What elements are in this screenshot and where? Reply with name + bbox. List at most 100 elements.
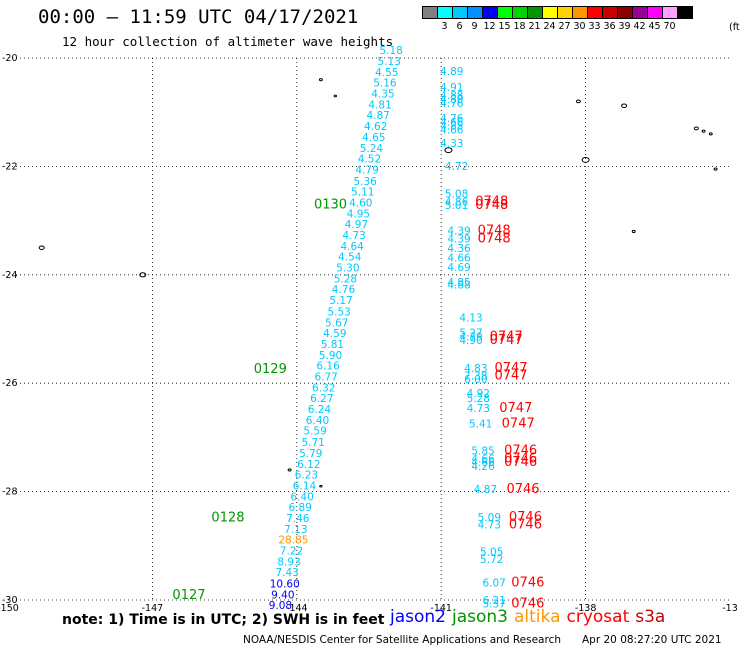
swh-value-right-track: 5.41 — [469, 419, 492, 431]
satellite-altika: altika — [514, 607, 561, 627]
swh-value-right-track: 4.66 — [440, 117, 464, 129]
time-label-right-track: 0748 — [478, 231, 511, 246]
swh-value-left-track: 4.35 — [371, 89, 394, 101]
legend-label: 12 — [483, 21, 496, 32]
swh-value-right-track: 4.80 — [440, 94, 463, 106]
swh-value-left-track: 5.16 — [373, 78, 397, 90]
swh-value-left-track: 6.12 — [297, 459, 320, 471]
swh-value-left-track: 7.13 — [284, 524, 307, 536]
island-outline — [581, 156, 590, 163]
swh-value-right-track: 4.39 — [447, 226, 470, 238]
swh-value-left-track: 6.24 — [308, 404, 332, 416]
time-label-right-track: 0746 — [504, 444, 537, 459]
swh-value-right-track: 4.88 — [440, 90, 463, 102]
swh-value-left-track: 4.73 — [342, 230, 365, 242]
swh-value-right-track: 5.08 — [445, 188, 468, 200]
swh-value-right-track: 4.83 — [464, 363, 487, 375]
swh-value-right-track: 4.86 — [445, 196, 469, 208]
time-label-right-track: 0747 — [494, 361, 527, 376]
swh-value-left-track: 6.77 — [314, 371, 337, 383]
time-label-left-track: 0127 — [172, 588, 205, 603]
lon-tick-label: -141 — [430, 603, 452, 614]
swh-value-right-track: 5.28 — [467, 393, 490, 405]
swh-value-left-track: 4.55 — [375, 67, 398, 79]
swh-value-left-track: 5.28 — [334, 273, 357, 285]
legend-labels: 3 6 9 12 15 18 21 24 27 30 33 36 39 42 45 70 — [422, 19, 692, 33]
legend-label: 39 — [618, 21, 631, 32]
island-outline — [444, 147, 453, 154]
swh-value-left-track: 5.11 — [351, 187, 374, 199]
satellite-jason2: jason2 — [390, 607, 446, 627]
swh-value-right-track: 4.66 — [471, 457, 495, 469]
time-label-right-track: 0746 — [506, 482, 539, 497]
island-outline — [333, 94, 338, 98]
legend-label: 6 — [456, 21, 463, 32]
lat-tick-label: -20 — [2, 53, 18, 64]
swh-value-left-track: 5.30 — [336, 263, 359, 275]
island-outline — [575, 99, 581, 104]
swh-value-left-track: 4.62 — [364, 121, 387, 133]
swh-value-right-track: 5.37 — [482, 599, 505, 611]
lat-tick-label: -30 — [2, 595, 18, 606]
generated-time: Apr 20 08:27:20 UTC 2021 — [582, 634, 722, 646]
swh-value-left-track: 7.43 — [275, 567, 298, 579]
swh-value-right-track: 4.79 — [459, 331, 482, 343]
swh-value-left-track: 5.71 — [301, 437, 324, 449]
swh-value-right-track: 5.85 — [471, 446, 494, 458]
lat-tick-label: -26 — [2, 378, 18, 389]
swh-value-right-track: 4.87 — [474, 484, 497, 496]
time-label-right-track: 0746 — [504, 451, 537, 466]
swh-value-right-track: 4.13 — [459, 312, 482, 324]
swh-value-left-track: 4.76 — [332, 284, 356, 296]
time-label-right-track: 0747 — [502, 417, 535, 432]
swh-value-left-track: 4.60 — [349, 198, 372, 210]
swh-value-right-track: 4.89 — [440, 66, 463, 78]
time-label-right-track: 0746 — [509, 517, 542, 532]
lat-tick-label: -22 — [2, 161, 18, 172]
time-label-right-track: 0747 — [494, 368, 527, 383]
satellite-s3a: s3a — [635, 607, 666, 627]
swh-value-right-track: 4.73 — [478, 519, 501, 531]
island-outline — [287, 468, 292, 472]
swh-value-left-track: 5.59 — [303, 426, 326, 438]
swh-value-right-track: 4.90 — [459, 335, 482, 347]
time-label-right-track: 0746 — [509, 510, 542, 525]
lon-tick-label: -144 — [286, 603, 308, 614]
swh-value-left-track: 4.65 — [362, 132, 385, 144]
swh-value-right-track: 4.66 — [447, 252, 471, 264]
lon-tick-label: -147 — [142, 603, 164, 614]
island-outline — [139, 272, 147, 278]
swh-value-right-track: 4.26 — [471, 461, 495, 473]
swh-value-left-track: 6.27 — [310, 393, 333, 405]
legend-label: 15 — [498, 21, 511, 32]
swh-value-left-track: 4.95 — [347, 208, 370, 220]
swh-value-left-track: 6.40 — [290, 491, 313, 503]
swh-value-left-track: 5.17 — [329, 295, 352, 307]
swh-value-left-track: 9.08 — [269, 600, 292, 612]
swh-value-right-track: 4.66 — [440, 124, 464, 136]
swh-value-right-track: 4.72 — [445, 161, 468, 173]
swh-value-left-track: 4.54 — [338, 252, 362, 264]
swh-value-left-track: 5.18 — [379, 45, 402, 57]
island-outline — [701, 129, 706, 133]
legend-label: 24 — [543, 21, 556, 32]
swh-value-left-track: 5.53 — [327, 306, 350, 318]
legend-swatches — [422, 6, 693, 19]
swh-value-left-track: 6.40 — [306, 415, 329, 427]
swh-value-left-track: 10.60 — [270, 579, 300, 591]
time-label-right-track: 0747 — [490, 329, 523, 344]
lat-tick-label: -24 — [2, 270, 18, 281]
lon-tick-label: -138 — [575, 603, 597, 614]
swh-value-right-track: 4.76 — [440, 113, 464, 125]
swh-value-right-track: 4.33 — [440, 138, 463, 150]
time-label-right-track: 0746 — [511, 575, 544, 590]
swh-value-right-track: 4.69 — [447, 262, 470, 274]
swh-value-right-track: 4.85 — [447, 277, 470, 289]
island-outline — [318, 78, 323, 82]
swh-value-left-track: 6.23 — [295, 470, 318, 482]
swh-value-right-track: 5.09 — [478, 512, 501, 524]
time-label-right-track: 0747 — [499, 401, 532, 416]
satellite-legend: jason2 jason3 altika cryosat s3a — [390, 607, 671, 627]
swh-value-left-track: 6.32 — [312, 382, 335, 394]
